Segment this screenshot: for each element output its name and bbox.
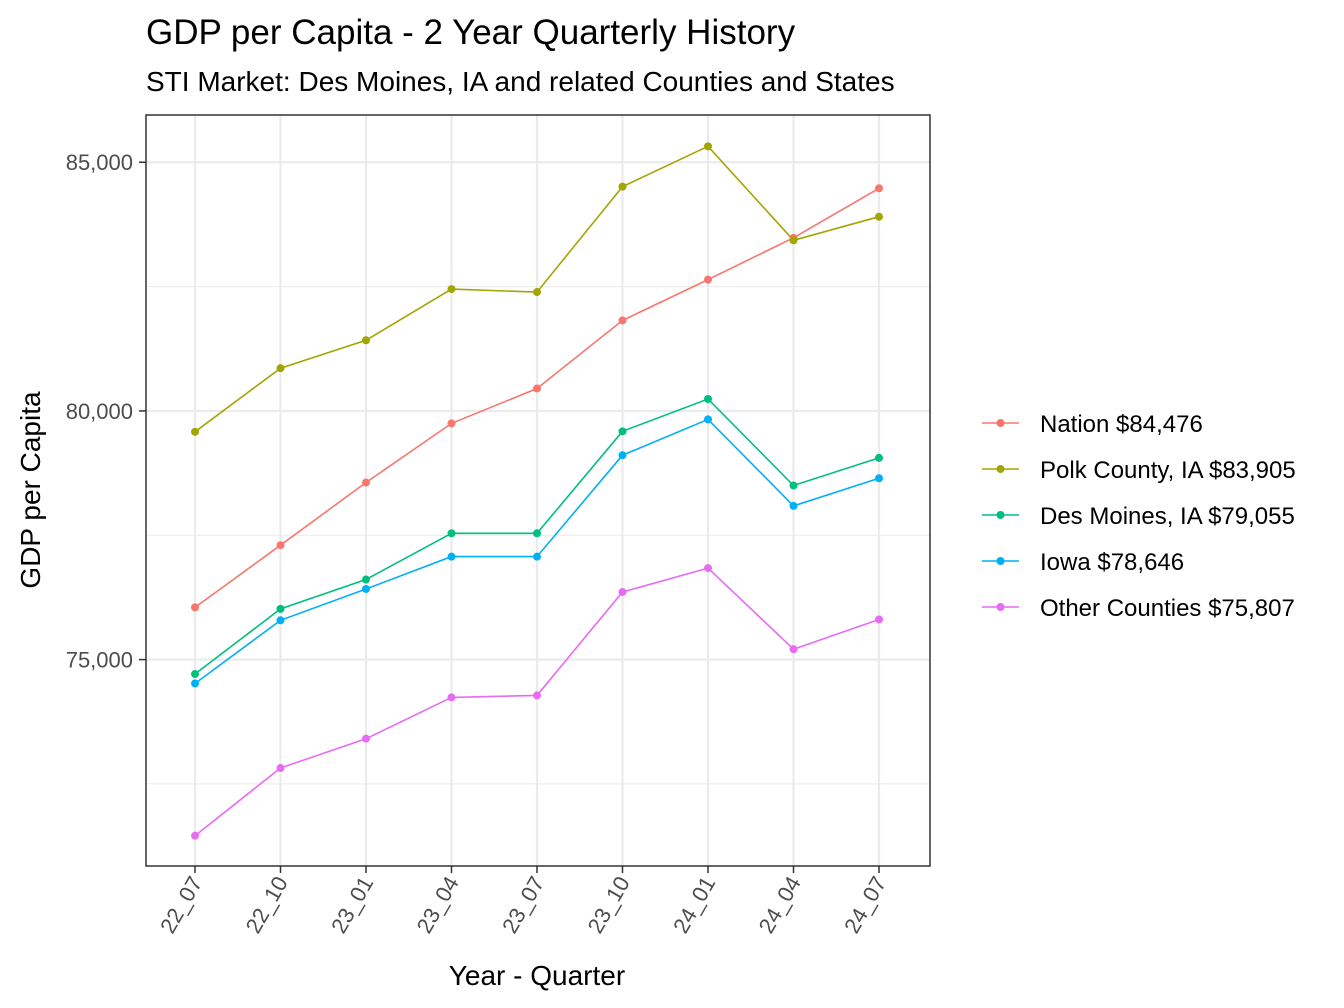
legend-label: Iowa $78,646 <box>1040 549 1184 576</box>
y-axis: 75,000 80,000 85,000 <box>66 150 146 673</box>
data-point <box>533 529 541 538</box>
x-tick-label: 22_10 <box>241 872 293 937</box>
legend-item: Polk County, IA $83,905 <box>982 457 1296 484</box>
data-point <box>191 670 199 679</box>
data-point <box>191 679 199 688</box>
data-point <box>362 734 370 743</box>
data-point <box>704 415 712 424</box>
data-point <box>618 427 627 436</box>
legend-item: Other Counties $75,807 <box>982 595 1295 622</box>
x-tick-label: 24_01 <box>668 872 720 937</box>
data-point <box>618 182 627 191</box>
legend-key-point <box>996 511 1005 519</box>
data-point <box>875 615 883 624</box>
data-point <box>447 693 456 702</box>
x-tick-label: 23_01 <box>326 872 378 937</box>
series-points <box>191 142 883 840</box>
data-point <box>447 552 456 561</box>
legend-key-point <box>996 603 1005 611</box>
plot-panel <box>145 114 931 867</box>
legend-item: Des Moines, IA $79,055 <box>982 503 1295 530</box>
y-tick-label: 75,000 <box>66 648 133 673</box>
legend-key-point <box>996 465 1005 473</box>
x-tick-label: 23_07 <box>497 872 549 937</box>
y-tick-label: 85,000 <box>66 150 133 175</box>
x-tick-label: 23_04 <box>412 872 464 937</box>
legend-label: Nation $84,476 <box>1040 411 1203 438</box>
legend: Nation $84,476 Polk County, IA $83,905 Des… <box>982 411 1296 622</box>
data-point <box>447 529 456 538</box>
data-point <box>789 481 798 490</box>
y-tick-label: 80,000 <box>66 399 133 424</box>
legend-item: Iowa $78,646 <box>982 549 1184 576</box>
data-point <box>447 419 456 428</box>
data-point <box>362 336 370 345</box>
data-point <box>191 831 199 840</box>
chart-title: GDP per Capita - 2 Year Quarterly Histor… <box>146 13 796 52</box>
data-point <box>447 285 456 294</box>
legend-item: Nation $84,476 <box>982 411 1203 438</box>
x-axis-title: Year - Quarter <box>449 960 625 991</box>
data-point <box>533 552 541 561</box>
x-tick-label: 24_07 <box>839 872 891 937</box>
x-axis: 22_07 22_10 23_01 23_04 23_07 23_10 24_01 24_04… <box>155 866 891 937</box>
data-point <box>191 427 199 436</box>
data-point <box>276 764 285 773</box>
data-point <box>704 275 712 284</box>
data-point <box>362 575 370 584</box>
data-point <box>362 584 370 593</box>
data-point <box>704 564 712 573</box>
legend-key-point <box>996 557 1005 565</box>
data-point <box>704 394 712 403</box>
data-point <box>618 316 627 325</box>
data-point <box>789 501 798 510</box>
x-tick-label: 23_10 <box>583 872 635 937</box>
legend-label: Polk County, IA $83,905 <box>1040 457 1296 484</box>
data-point <box>704 142 712 151</box>
data-point <box>618 587 627 596</box>
data-point <box>789 236 798 245</box>
data-point <box>276 604 285 613</box>
data-point <box>875 453 883 462</box>
data-point <box>276 616 285 625</box>
data-point <box>362 478 370 487</box>
legend-label: Des Moines, IA $79,055 <box>1040 503 1295 530</box>
data-point <box>276 541 285 550</box>
data-point <box>533 691 541 700</box>
chart-subtitle: STI Market: Des Moines, IA and related C… <box>146 66 895 97</box>
data-point <box>191 603 199 612</box>
data-point <box>875 474 883 483</box>
data-point <box>875 212 883 221</box>
grid <box>146 115 930 866</box>
legend-key-point <box>996 419 1005 427</box>
legend-label: Other Counties $75,807 <box>1040 595 1295 622</box>
data-point <box>875 184 883 193</box>
data-point <box>789 645 798 654</box>
x-tick-label: 24_04 <box>754 872 806 937</box>
x-tick-label: 22_07 <box>155 872 207 937</box>
data-point <box>533 288 541 297</box>
data-point <box>276 364 285 373</box>
data-point <box>533 384 541 393</box>
data-point <box>618 451 627 460</box>
y-axis-title: GDP per Capita <box>15 391 46 589</box>
